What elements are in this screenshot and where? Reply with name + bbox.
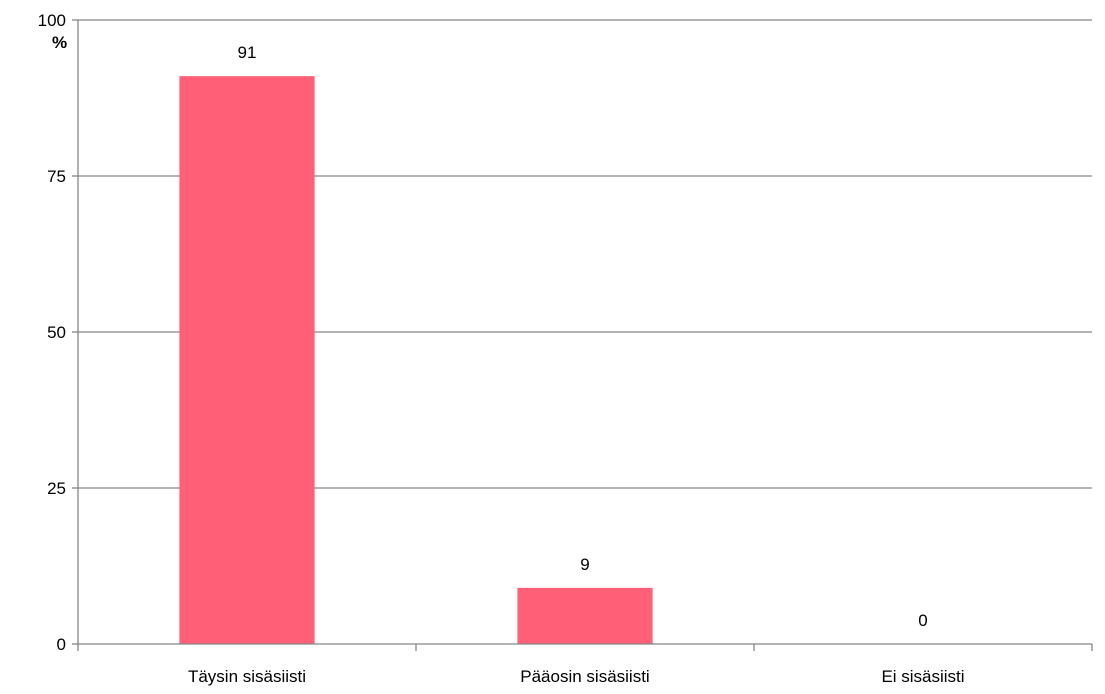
y-axis-unit-label: % [52,33,67,52]
x-category-labels: Täysin sisäsiisti Pääosin sisäsiisti Ei si… [188,667,965,686]
bars [179,76,653,644]
y-tick-label: 0 [57,635,66,654]
bar [179,76,315,644]
y-tick-label: 75 [47,167,66,186]
data-label: 9 [580,555,589,574]
data-label: 91 [238,43,257,62]
y-tick-label: 25 [47,479,66,498]
y-tick-label: 100 [38,11,66,30]
bar [517,587,653,644]
data-label: 0 [918,611,927,630]
x-category-label: Pääosin sisäsiisti [520,667,649,686]
x-category-label: Täysin sisäsiisti [188,667,306,686]
y-tick-label: 50 [47,323,66,342]
data-labels: 91 9 0 [238,43,928,630]
y-tick-labels: 0 25 50 75 100 [38,11,66,654]
x-category-label: Ei sisäsiisti [881,667,964,686]
axes [72,19,1093,651]
